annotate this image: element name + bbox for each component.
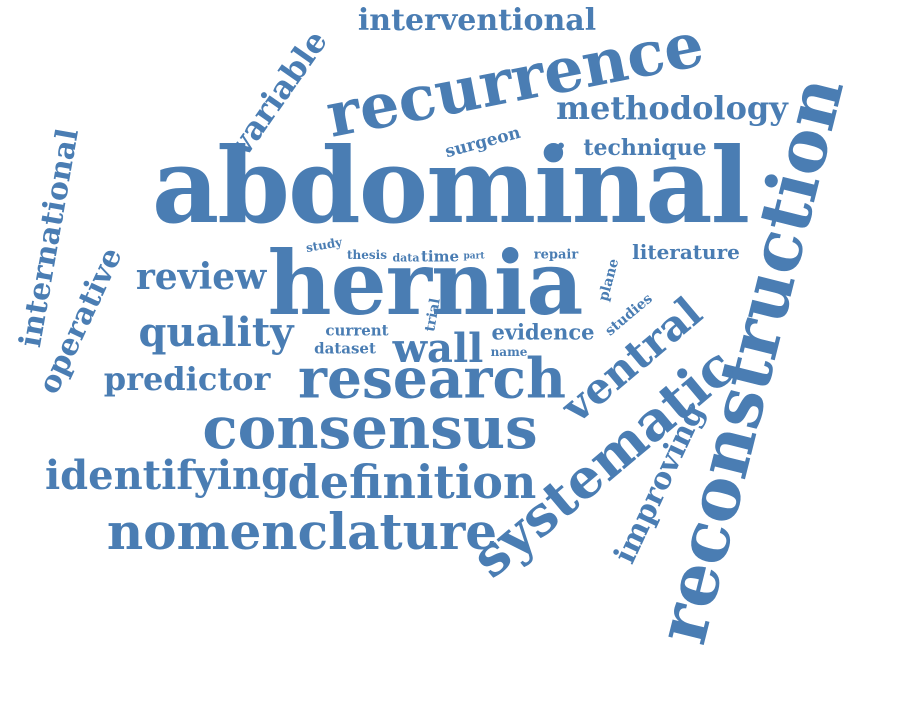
word-period: . <box>555 118 567 156</box>
word-data: data <box>392 251 420 265</box>
word-name: name <box>490 345 528 359</box>
word-definition: definition <box>287 455 537 509</box>
word-time: time <box>420 247 460 266</box>
word-plane: plane <box>595 257 623 303</box>
word-thesis: thesis <box>347 248 387 262</box>
word-research: research <box>297 345 567 411</box>
word-technique: technique <box>583 135 707 161</box>
word-predictor: predictor <box>103 360 271 398</box>
word-hernia: hernia <box>267 231 584 335</box>
word-nomenclature: nomenclature <box>106 502 498 561</box>
word-interventional: interventional <box>357 3 597 38</box>
word-repair: repair <box>533 247 579 263</box>
word-wall: wall <box>392 325 484 372</box>
word-part: part <box>463 251 485 262</box>
word-consensus: consensus <box>202 394 538 462</box>
word-literature: literature <box>632 240 740 264</box>
word-current: current <box>325 321 389 340</box>
word-review: review <box>135 256 267 298</box>
word-abdominal: abdominal <box>151 124 750 247</box>
word-dataset: dataset <box>314 339 376 358</box>
word-quality: quality <box>138 309 294 356</box>
word-evidence: evidence <box>491 319 595 345</box>
word-methodology: methodology <box>556 89 788 127</box>
word-identifying: identifying <box>44 452 290 499</box>
